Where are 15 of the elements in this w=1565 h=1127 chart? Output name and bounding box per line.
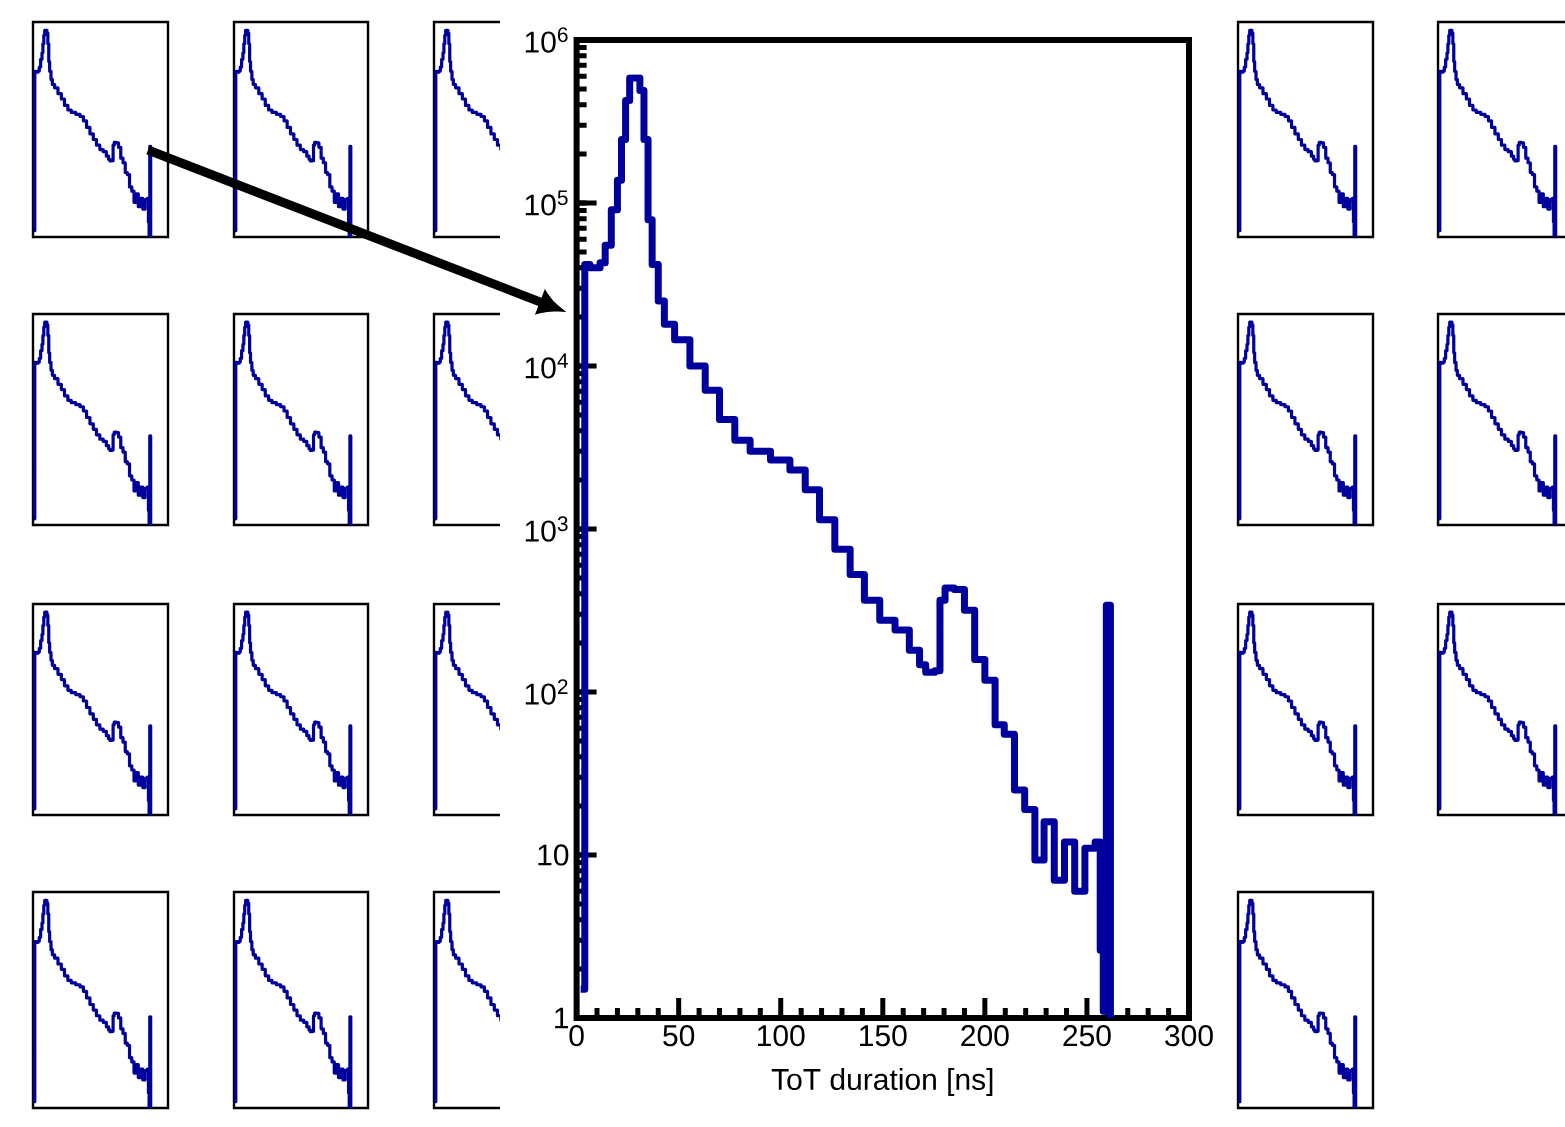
y-tick-label: 10$^{4}$ bbox=[525, 353, 568, 379]
x-tick-label: 250 bbox=[1063, 1025, 1111, 1047]
y-tick-label: 10$^{5}$ bbox=[525, 190, 568, 216]
x-tick-label: 200 bbox=[961, 1025, 1009, 1047]
y-tick-label: 10$^{3}$ bbox=[525, 516, 568, 542]
y-tick-label: 10 bbox=[538, 844, 569, 866]
y-tick-label: 1 bbox=[555, 1007, 569, 1029]
x-tick-label: 0 bbox=[569, 1025, 584, 1047]
x-axis-title: ToT duration [ns] bbox=[771, 1068, 993, 1096]
x-tick-label: 150 bbox=[860, 1025, 907, 1047]
y-tick-label: 10$^{2}$ bbox=[525, 679, 568, 705]
y-tick-label: 10$^{6}$ bbox=[525, 27, 568, 53]
x-tick-label: 300 bbox=[1165, 1025, 1213, 1047]
x-tick-label: 100 bbox=[758, 1025, 805, 1047]
x-tick-label: 50 bbox=[663, 1025, 695, 1047]
